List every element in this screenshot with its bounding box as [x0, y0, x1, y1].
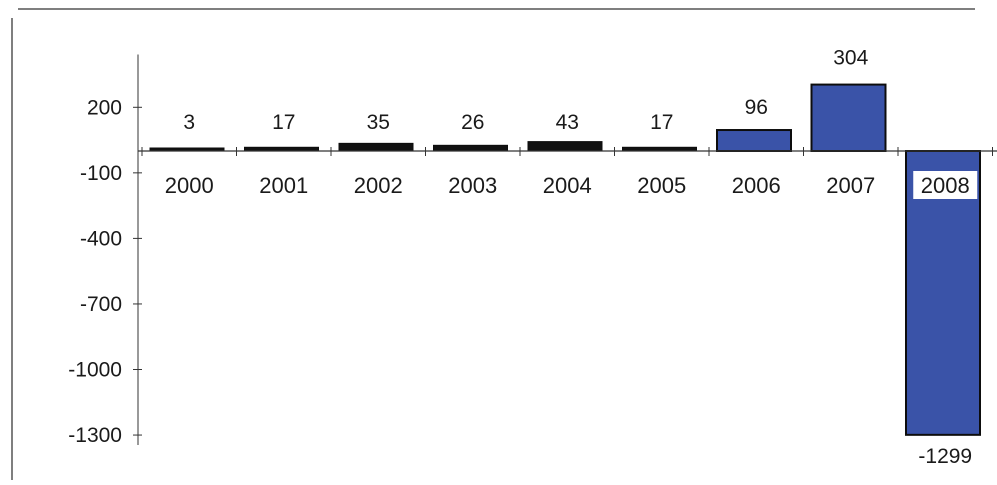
value-label: 304: [833, 47, 868, 70]
value-label: 43: [556, 111, 579, 134]
y-tick-label: -700: [80, 293, 122, 316]
y-tick-label: -100: [80, 162, 122, 185]
y-tick-label: -1000: [68, 359, 122, 382]
category-label: 2001: [259, 173, 308, 198]
bar: [338, 142, 414, 152]
category-label: 2008: [921, 173, 970, 198]
value-label: 17: [272, 111, 295, 134]
value-label: 35: [367, 111, 390, 134]
y-tick-label: -400: [80, 227, 122, 250]
category-label: 2000: [165, 173, 214, 198]
value-label: 17: [650, 111, 673, 134]
bar: [527, 141, 603, 152]
y-tick-label: 200: [87, 96, 122, 119]
category-label: 2002: [354, 173, 403, 198]
category-label: 2007: [826, 173, 875, 198]
bar: [716, 129, 792, 153]
category-label: 2006: [732, 173, 781, 198]
category-label-bg: [913, 171, 978, 199]
value-label: 96: [745, 96, 768, 119]
category-label: 2004: [543, 173, 592, 198]
y-tick-label: -1300: [68, 424, 122, 447]
value-label: 26: [461, 111, 484, 134]
value-label: -1299: [918, 445, 972, 468]
value-label: 3: [183, 111, 195, 134]
category-label: 2003: [448, 173, 497, 198]
category-label: 2005: [637, 173, 686, 198]
bar: [433, 144, 508, 152]
bar: [810, 83, 887, 152]
